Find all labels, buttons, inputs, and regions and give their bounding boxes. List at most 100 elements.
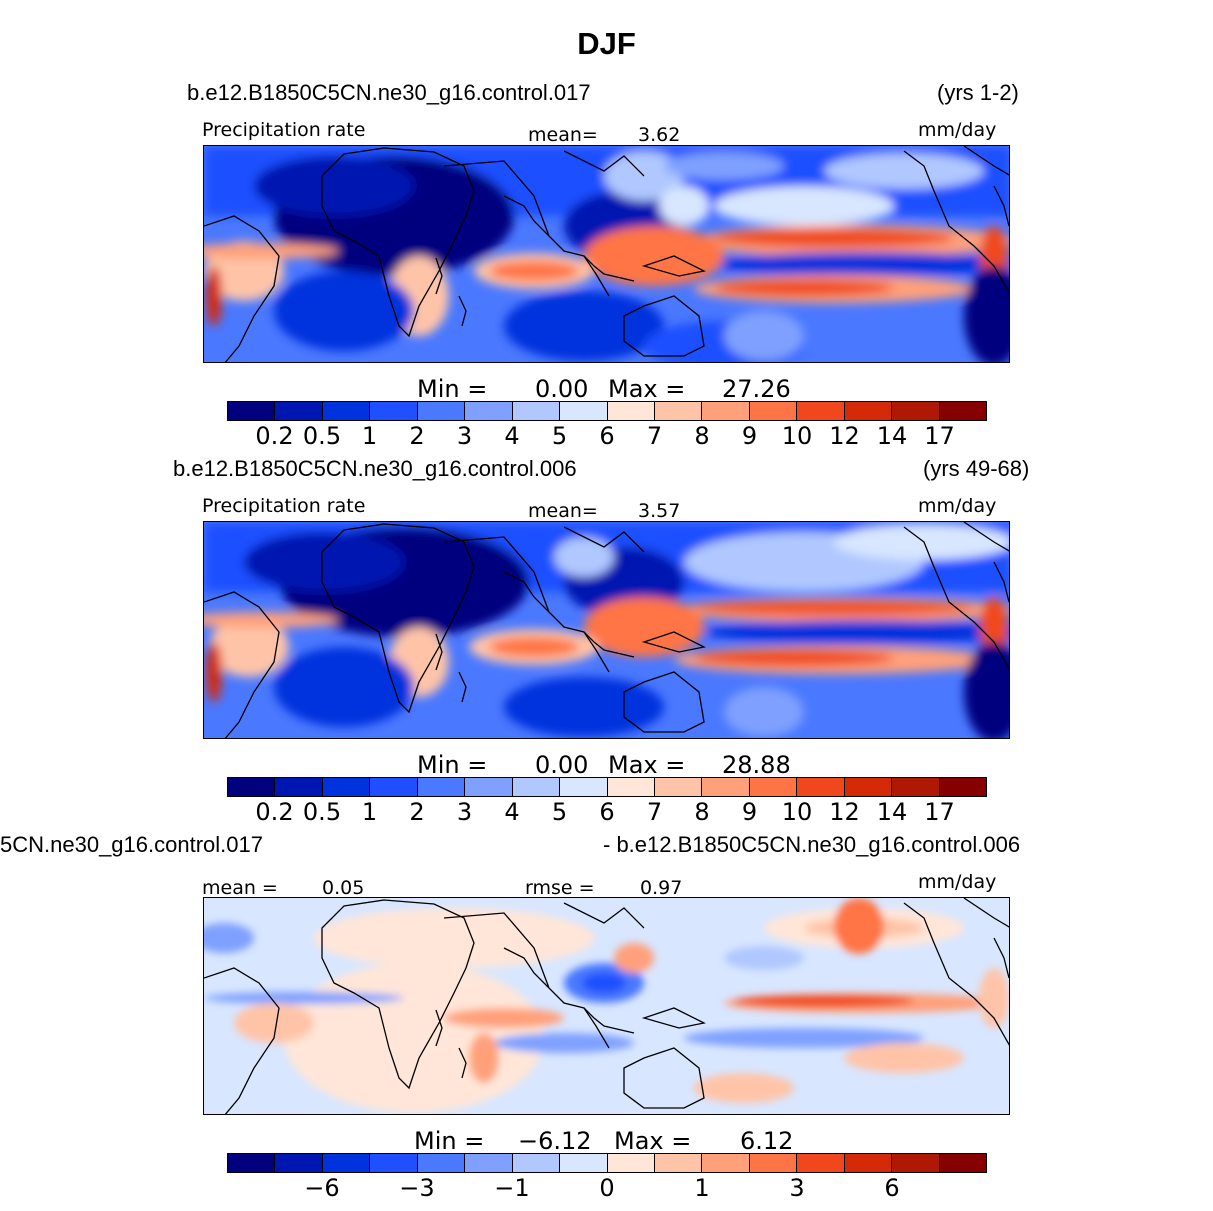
panel-2-mean-label: mean=: [528, 500, 598, 522]
colorbar-tick-label: 6: [599, 422, 615, 450]
panel-1-mean-value: 3.62: [638, 124, 681, 146]
colorbar-box: [749, 1154, 798, 1172]
panel-3-units: mm/day: [918, 871, 997, 893]
panel-2-units: mm/day: [918, 495, 997, 517]
panel-2-variable: Precipitation rate: [202, 495, 366, 517]
colorbar-tick-label: 5: [551, 422, 568, 450]
colorbar-box: [607, 1154, 655, 1172]
colorbar-box: [749, 778, 798, 796]
colorbar-tick-label: 17: [924, 798, 955, 826]
colorbar-tick-label: 12: [829, 798, 860, 826]
colorbar-box: [654, 1154, 703, 1172]
colorbar-tick-label: −1: [494, 1174, 530, 1202]
colorbar-box: [892, 1154, 940, 1172]
panel-3-rmse-value: 0.97: [640, 877, 683, 899]
colorbar-box: [939, 402, 986, 420]
colorbar-tick-label: 4: [504, 422, 520, 450]
colorbar-tick-label: 1: [694, 1174, 710, 1202]
colorbar-box: [654, 778, 703, 796]
colorbar-box: [228, 778, 276, 796]
colorbar-tick-label: 0.5: [302, 798, 342, 826]
panel-3-min-label: Min =: [414, 1127, 485, 1155]
colorbar-box: [370, 778, 418, 796]
colorbar-box: [797, 1154, 845, 1172]
colorbar-box: [939, 778, 986, 796]
colorbar-box: [702, 402, 750, 420]
colorbar-box: [797, 402, 845, 420]
colorbar-tick-label: 6: [599, 798, 615, 826]
colorbar-tick-label: 0.5: [302, 422, 342, 450]
panel-3-mean-label: mean =: [202, 877, 278, 899]
colorbar-tick-label: 2: [409, 798, 425, 826]
colorbar-tick-label: 2: [409, 422, 425, 450]
colorbar-tick-label: 0: [599, 1174, 615, 1202]
colorbar-box: [797, 778, 845, 796]
colorbar-box: [844, 778, 893, 796]
colorbar-box: [892, 402, 940, 420]
colorbar-tick-label: 9: [741, 798, 758, 826]
colorbar-box: [702, 1154, 750, 1172]
panel-2-case: b.e12.B1850C5CN.ne30_g16.control.006: [173, 456, 577, 481]
panel-3-map-field: [204, 898, 1009, 1114]
colorbar-tick-label: 17: [924, 422, 955, 450]
panel-1-case: b.e12.B1850C5CN.ne30_g16.control.017: [187, 80, 591, 105]
colorbar-box: [560, 1154, 608, 1172]
colorbar-tick-label: 7: [646, 422, 663, 450]
colorbar-box: [417, 778, 466, 796]
panel-2-map-field: [204, 522, 1009, 738]
colorbar-box: [892, 778, 940, 796]
colorbar-box: [465, 402, 513, 420]
colorbar-tick-label: 0.2: [255, 422, 294, 450]
colorbar-tick-label: 9: [741, 422, 758, 450]
colorbar-box: [275, 1154, 323, 1172]
colorbar-box: [560, 402, 608, 420]
colorbar-tick-label: 1: [361, 422, 378, 450]
colorbar-tick-label: −6: [304, 1174, 340, 1202]
colorbar-box: [465, 778, 513, 796]
panel-2-map: [203, 521, 1010, 739]
panel-3-colorbar: [227, 1153, 987, 1173]
colorbar-box: [465, 1154, 513, 1172]
panel-2-colorbar: [227, 777, 987, 797]
colorbar-box: [607, 402, 655, 420]
panel-2-years: (yrs 49-68): [923, 456, 1030, 481]
colorbar-tick-label: 14: [876, 422, 908, 450]
panel-1-years: (yrs 1-2): [937, 80, 1019, 105]
colorbar-box: [228, 1154, 276, 1172]
panel-2-min-label: Min =: [417, 751, 488, 779]
panel-3-case-left: 5CN.ne30_g16.control.017: [0, 832, 263, 857]
colorbar-box: [512, 1154, 561, 1172]
panel-1-mean-label: mean=: [528, 124, 598, 146]
colorbar-tick-label: 10: [781, 422, 813, 450]
panel-3-mean-value: 0.05: [322, 877, 365, 899]
colorbar-tick-label: 3: [456, 422, 473, 450]
colorbar-box: [275, 778, 323, 796]
colorbar-tick-label: 7: [646, 798, 663, 826]
colorbar-tick-label: 5: [551, 798, 568, 826]
colorbar-box: [939, 1154, 986, 1172]
panel-3-max-label: Max =: [614, 1127, 692, 1155]
colorbar-box: [417, 1154, 466, 1172]
panel-1-min-label: Min =: [417, 375, 488, 403]
panel-1-map-field: [204, 146, 1009, 362]
panel-1-variable: Precipitation rate: [202, 119, 366, 141]
colorbar-box: [370, 1154, 418, 1172]
panel-2-mean-value: 3.57: [638, 500, 681, 522]
colorbar-box: [417, 402, 466, 420]
panel-3-map: [203, 897, 1010, 1115]
colorbar-box: [702, 778, 750, 796]
colorbar-tick-label: 4: [504, 798, 520, 826]
colorbar-box: [512, 402, 561, 420]
colorbar-box: [322, 778, 371, 796]
colorbar-box: [228, 402, 276, 420]
panel-2-min-value: 0.00: [535, 751, 589, 779]
colorbar-box: [322, 1154, 371, 1172]
colorbar-box: [275, 402, 323, 420]
colorbar-tick-label: 3: [456, 798, 473, 826]
panel-1-units: mm/day: [918, 119, 997, 141]
panel-3-rmse-label: rmse =: [525, 877, 595, 899]
panel-1-min-value: 0.00: [535, 375, 589, 403]
colorbar-box: [654, 402, 703, 420]
colorbar-box: [749, 402, 798, 420]
colorbar-tick-label: 1: [361, 798, 378, 826]
